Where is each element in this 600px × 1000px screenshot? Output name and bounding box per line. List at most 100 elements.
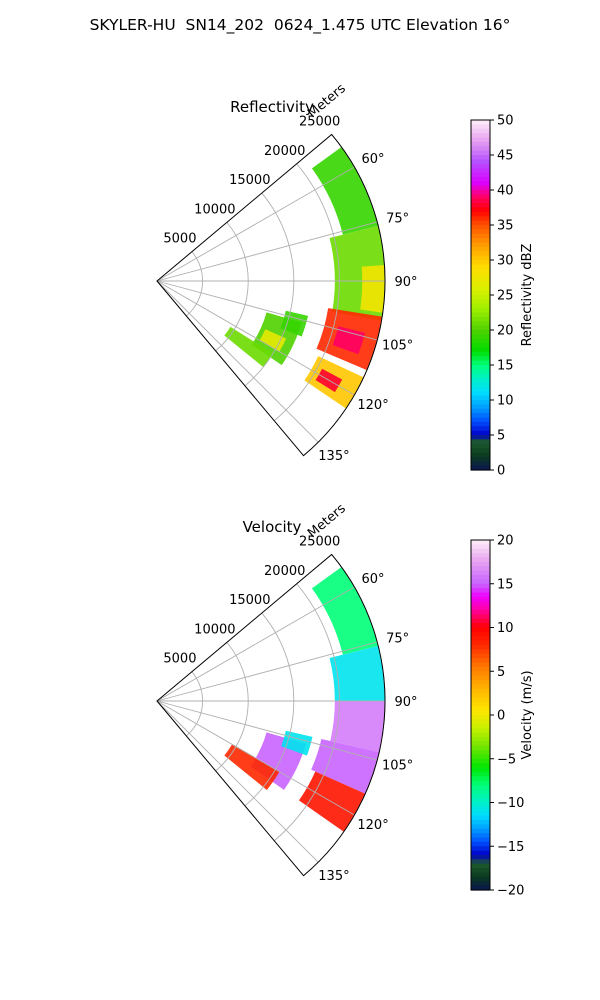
data-cell bbox=[311, 738, 380, 794]
colorbar-swatch bbox=[471, 168, 490, 174]
colorbar-swatch bbox=[471, 373, 490, 379]
colorbar-swatch bbox=[471, 233, 490, 239]
colorbar-swatch bbox=[471, 754, 490, 760]
colorbar-swatch bbox=[471, 286, 490, 292]
colorbar-swatch bbox=[471, 391, 490, 397]
colorbar-swatch bbox=[471, 308, 490, 314]
colorbar-swatch bbox=[471, 697, 490, 703]
sector-frame bbox=[156, 133, 386, 457]
colorbar-swatch bbox=[471, 881, 490, 887]
colorbar-swatch bbox=[471, 395, 490, 401]
colorbar-swatch bbox=[471, 273, 490, 279]
angle-tick-label: 135° bbox=[318, 869, 349, 884]
colorbar-swatch bbox=[471, 557, 490, 563]
range-ring bbox=[215, 222, 249, 352]
colorbar-swatch bbox=[471, 618, 490, 624]
colorbar-swatch bbox=[471, 623, 490, 629]
colorbar-swatch bbox=[471, 150, 490, 156]
colorbar-swatch bbox=[471, 649, 490, 655]
colorbar-swatch bbox=[471, 268, 490, 274]
colorbar-swatch bbox=[471, 369, 490, 375]
angle-tick-label: 120° bbox=[357, 818, 388, 833]
radial-tick-label: 10000 bbox=[194, 202, 235, 217]
figure-title: SKYLER-HU SN14_202 0624_1.475 UTC Elevat… bbox=[89, 16, 511, 34]
colorbar-tick-label: 0 bbox=[497, 464, 505, 479]
colorbar-swatch bbox=[471, 820, 490, 825]
colorbar-swatch bbox=[471, 251, 490, 257]
colorbar-swatch bbox=[471, 824, 490, 830]
colorbar-label: Reflectivity dBZ bbox=[520, 244, 535, 347]
colorbar-swatch bbox=[471, 172, 490, 178]
colorbar-swatch bbox=[471, 798, 490, 804]
colorbar-swatch bbox=[471, 588, 490, 594]
panel-title: Reflectivity bbox=[230, 98, 314, 116]
colorbar-swatch bbox=[471, 343, 490, 349]
colorbar-swatch bbox=[471, 413, 490, 419]
colorbar-swatch bbox=[471, 255, 490, 261]
colorbar-swatch bbox=[471, 802, 490, 808]
colorbar-tick-label: 30 bbox=[497, 254, 514, 269]
colorbar-swatch bbox=[471, 837, 490, 843]
angle-tick-label: 60° bbox=[362, 152, 385, 167]
colorbar-swatch bbox=[471, 741, 490, 747]
data-cell bbox=[224, 326, 274, 368]
angle-gridline bbox=[156, 641, 378, 702]
colorbar-swatch bbox=[471, 868, 490, 874]
colorbar-swatch bbox=[471, 190, 490, 195]
colorbar-swatch bbox=[471, 207, 490, 213]
colorbar-swatch bbox=[471, 723, 490, 729]
colorbar-swatch bbox=[471, 548, 490, 554]
colorbar-swatch bbox=[471, 242, 490, 248]
colorbar-swatch bbox=[471, 833, 490, 839]
angle-gridline bbox=[156, 280, 378, 341]
angle-tick-label: 75° bbox=[386, 211, 409, 226]
colorbar-tick-label: 35 bbox=[497, 219, 514, 234]
colorbar-swatch bbox=[471, 246, 490, 252]
colorbar-swatch bbox=[471, 640, 490, 646]
colorbar-swatch bbox=[471, 430, 490, 436]
range-ring bbox=[244, 192, 295, 387]
angle-gridline bbox=[156, 700, 355, 816]
colorbar-swatch bbox=[471, 850, 490, 856]
colorbar-swatch bbox=[471, 767, 490, 773]
colorbar-swatch bbox=[471, 461, 490, 467]
colorbar-swatch bbox=[471, 338, 490, 344]
colorbar-swatch bbox=[471, 400, 490, 405]
angle-tick-label: 75° bbox=[386, 631, 409, 646]
colorbar-swatch bbox=[471, 575, 490, 580]
colorbar-swatch bbox=[471, 347, 490, 353]
colorbar-swatch bbox=[471, 351, 490, 357]
angle-gridline bbox=[156, 166, 355, 282]
colorbar-swatch bbox=[471, 334, 490, 340]
colorbar-swatch bbox=[471, 627, 490, 633]
colorbar-swatch bbox=[471, 583, 490, 589]
colorbar-swatch bbox=[471, 120, 490, 125]
range-ring bbox=[186, 671, 204, 737]
colorbar-swatch bbox=[471, 540, 490, 545]
colorbar-swatch bbox=[471, 439, 490, 445]
colorbar-swatch bbox=[471, 404, 490, 410]
colorbar-tick-label: 25 bbox=[497, 289, 514, 304]
colorbar-swatch bbox=[471, 176, 490, 182]
colorbar-swatch bbox=[471, 146, 490, 152]
colorbar-swatch bbox=[471, 885, 490, 891]
data-cell bbox=[329, 645, 385, 701]
colorbar-swatch bbox=[471, 771, 490, 777]
colorbar-swatch bbox=[471, 763, 490, 769]
colorbar-swatch bbox=[471, 579, 490, 585]
colorbar-swatch bbox=[471, 448, 490, 454]
colorbar-swatch bbox=[471, 601, 490, 607]
radial-tick-label: 15000 bbox=[229, 173, 270, 188]
colorbar-swatch bbox=[471, 163, 490, 169]
radial-tick-label: 10000 bbox=[194, 622, 235, 637]
colorbar-swatch bbox=[471, 855, 490, 860]
colorbar-swatch bbox=[471, 386, 490, 392]
colorbar-swatch bbox=[471, 316, 490, 322]
colorbar-swatch bbox=[471, 793, 490, 799]
colorbar-swatch bbox=[471, 675, 490, 681]
colorbar-swatch bbox=[471, 181, 490, 187]
colorbar-swatch bbox=[471, 465, 490, 471]
colorbar-tick-label: 5 bbox=[497, 429, 505, 444]
colorbar-swatch bbox=[471, 693, 490, 699]
colorbar-swatch bbox=[471, 706, 490, 712]
